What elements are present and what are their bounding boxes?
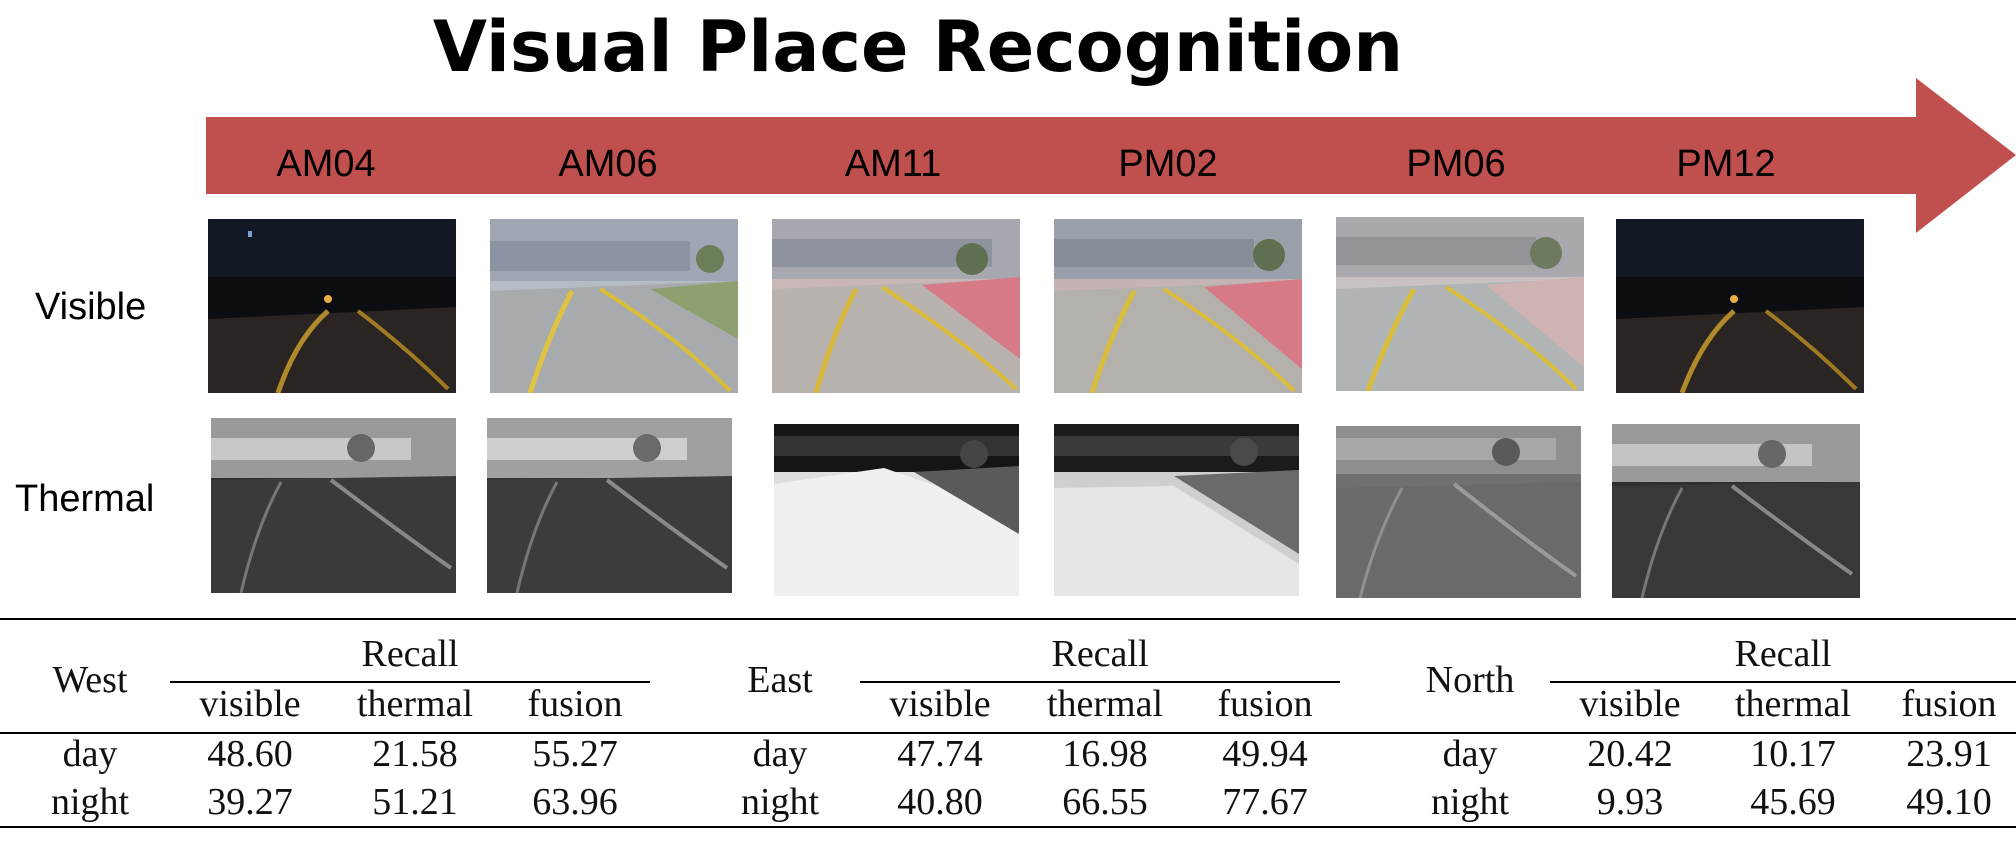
value-north-night-visible: 9.93 <box>1596 781 1664 823</box>
table-rule-top <box>0 618 2016 620</box>
value-east-day-fusion: 49.94 <box>1222 733 1308 775</box>
value-west-day-fusion: 55.27 <box>532 733 618 775</box>
visible-image-am11 <box>772 219 1020 393</box>
timeline-arrow <box>206 78 2016 233</box>
thermal-image-pm02 <box>1054 424 1299 596</box>
value-east-night-fusion: 77.67 <box>1222 781 1308 823</box>
value-east-night-thermal: 66.55 <box>1062 781 1148 823</box>
thermal-image-am04 <box>211 418 456 593</box>
col-fusion-east: fusion <box>1217 683 1313 725</box>
col-thermal-north: thermal <box>1734 683 1852 725</box>
visible-image-am06 <box>490 219 738 393</box>
value-north-night-thermal: 45.69 <box>1750 781 1836 823</box>
time-label-pm12: PM12 <box>1676 143 1776 185</box>
col-visible-east: visible <box>889 683 991 725</box>
visible-image-pm02 <box>1054 219 1302 393</box>
value-west-day-visible: 48.60 <box>207 733 293 775</box>
table-rule-bottom <box>0 826 2016 828</box>
row-night-north: night <box>1430 781 1510 823</box>
table-rule-mid <box>0 732 2016 734</box>
value-east-night-visible: 40.80 <box>897 781 983 823</box>
value-east-day-visible: 47.74 <box>897 733 983 775</box>
value-north-day-thermal: 10.17 <box>1750 733 1836 775</box>
region-north: North <box>1425 659 1515 701</box>
thermal-image-pm06 <box>1336 426 1581 598</box>
col-thermal-east: thermal <box>1046 683 1164 725</box>
row-day-north: day <box>1442 733 1498 775</box>
thermal-image-pm12 <box>1612 424 1860 598</box>
value-west-night-fusion: 63.96 <box>532 781 618 823</box>
recall-rule-west <box>170 681 650 683</box>
value-north-day-fusion: 23.91 <box>1906 733 1992 775</box>
recall-header-west: Recall <box>361 633 459 675</box>
value-north-day-visible: 20.42 <box>1587 733 1673 775</box>
time-label-am06: AM06 <box>558 143 658 185</box>
time-label-pm02: PM02 <box>1118 143 1218 185</box>
col-fusion-north: fusion <box>1901 683 1997 725</box>
visible-image-pm06 <box>1336 217 1584 391</box>
region-west: West <box>52 659 128 701</box>
row-night-west: night <box>50 781 130 823</box>
visible-image-pm12 <box>1616 219 1864 393</box>
thermal-image-am11 <box>774 424 1019 596</box>
results-table: West Recall visible thermal fusion day 4… <box>0 618 2016 828</box>
value-east-day-thermal: 16.98 <box>1062 733 1148 775</box>
col-fusion-west: fusion <box>527 683 623 725</box>
thermal-image-am06 <box>487 418 732 593</box>
col-visible-west: visible <box>199 683 301 725</box>
recall-rule-north <box>1550 681 2016 683</box>
row-label-thermal: Thermal <box>15 478 155 520</box>
time-label-am04: AM04 <box>276 143 376 185</box>
value-west-day-thermal: 21.58 <box>372 733 458 775</box>
recall-header-east: Recall <box>1051 633 1149 675</box>
row-night-east: night <box>740 781 820 823</box>
visible-image-am04 <box>208 219 456 393</box>
col-visible-north: visible <box>1579 683 1681 725</box>
value-north-night-fusion: 49.10 <box>1906 781 1992 823</box>
region-east: East <box>747 659 813 701</box>
row-day-east: day <box>752 733 808 775</box>
page-title: Visual Place Recognition <box>432 6 1404 88</box>
value-west-night-visible: 39.27 <box>207 781 293 823</box>
time-label-am11: AM11 <box>844 143 942 185</box>
row-day-west: day <box>62 733 118 775</box>
time-label-pm06: PM06 <box>1406 143 1506 185</box>
recall-header-north: Recall <box>1734 633 1832 675</box>
value-west-night-thermal: 51.21 <box>372 781 458 823</box>
row-label-visible: Visible <box>35 286 147 328</box>
recall-rule-east <box>860 681 1340 683</box>
col-thermal-west: thermal <box>356 683 474 725</box>
